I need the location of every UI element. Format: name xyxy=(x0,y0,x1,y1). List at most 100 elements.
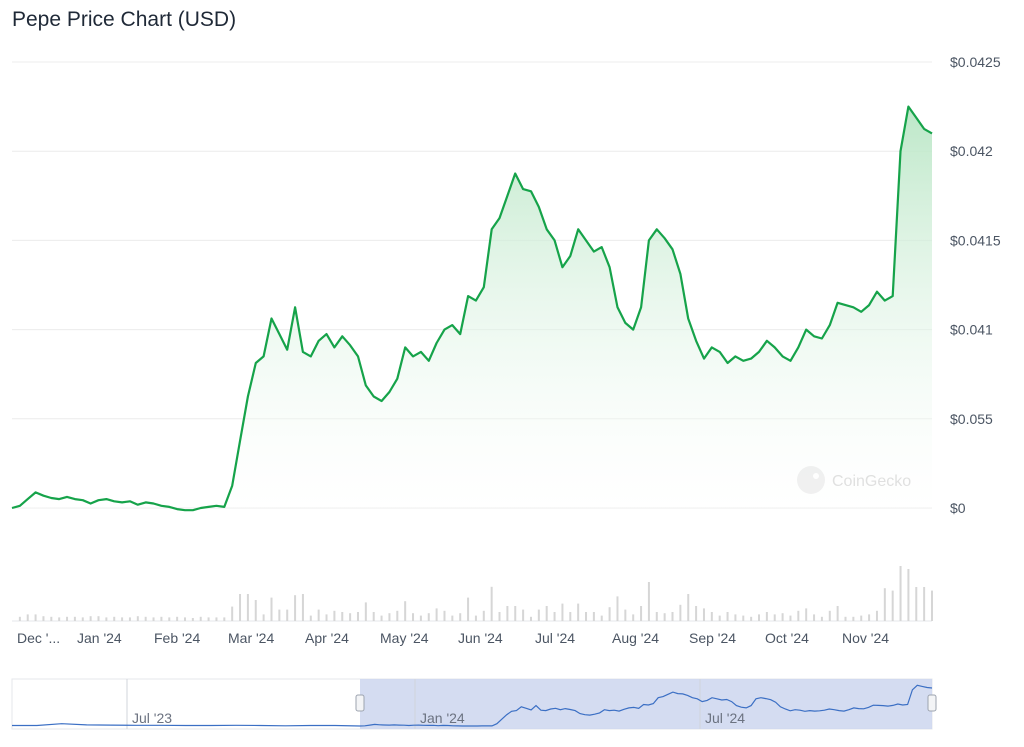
volume-bar xyxy=(388,613,391,621)
volume-bar xyxy=(773,614,776,621)
price-line[interactable] xyxy=(11,105,933,512)
volume-bar xyxy=(726,612,729,621)
volume-bar xyxy=(482,610,485,621)
volume-bar xyxy=(875,610,878,621)
y-tick-label: $0.042 xyxy=(950,143,993,159)
volume-bar xyxy=(844,616,847,621)
volume-bar xyxy=(750,616,753,621)
volume-bar xyxy=(356,612,359,621)
volume-bar xyxy=(254,600,257,621)
volume-bar xyxy=(419,615,422,621)
x-tick-label: Sep '24 xyxy=(689,630,736,646)
volume-bar xyxy=(451,615,454,621)
volume-bar xyxy=(671,612,674,621)
volume-bar xyxy=(498,612,501,621)
volume-bar xyxy=(341,612,344,621)
volume-bar xyxy=(522,609,525,621)
volume-bar xyxy=(105,617,108,621)
volume-bar xyxy=(585,612,588,621)
volume-bar xyxy=(868,614,871,621)
volume-bar xyxy=(537,609,540,621)
x-axis-labels: Dec '... Jan '24 Feb '24 Mar '24 Apr '24 May … xyxy=(17,630,889,646)
volume-bar xyxy=(168,617,171,621)
volume-bar xyxy=(632,614,635,621)
volume-bar xyxy=(758,614,761,621)
volume-bar xyxy=(404,601,407,621)
y-tick-label: $0 xyxy=(950,500,966,516)
volume-bar xyxy=(742,615,745,621)
navigator-labels: Jul '23 Jan '24 Jul '24 xyxy=(132,710,745,726)
x-tick-label: Jul '24 xyxy=(535,630,575,646)
navigator[interactable]: Jul '23 Jan '24 Jul '24 xyxy=(11,678,937,730)
volume-bar xyxy=(687,594,690,621)
volume-bar xyxy=(278,609,281,621)
x-tick-label: Feb '24 xyxy=(154,630,200,646)
volume-bar xyxy=(183,617,186,621)
volume-bar xyxy=(427,613,430,621)
navigator-right-handle[interactable] xyxy=(927,694,937,712)
x-tick-label: Aug '24 xyxy=(612,630,659,646)
volume-bar xyxy=(128,617,131,621)
volume-bar xyxy=(569,612,572,621)
x-tick-label: Dec '... xyxy=(17,630,60,646)
y-tick-label: $0.0415 xyxy=(950,232,1001,248)
x-tick-label: Mar '24 xyxy=(228,630,274,646)
volume-bar xyxy=(813,614,816,621)
volume-bar xyxy=(679,604,682,621)
volume-bar xyxy=(231,606,234,621)
volume-bar xyxy=(239,594,242,621)
volume-bar xyxy=(561,603,564,621)
volume-bar xyxy=(246,594,249,621)
volume-bar xyxy=(608,607,611,621)
volume-bar xyxy=(215,617,218,621)
volume-bar xyxy=(797,610,800,621)
navigator-line xyxy=(12,684,933,727)
volume-bar xyxy=(176,616,179,621)
y-tick-label: $0.041 xyxy=(950,322,993,338)
volume-bar xyxy=(718,615,721,621)
volume-bar xyxy=(372,612,375,621)
x-tick-label: Apr '24 xyxy=(305,630,349,646)
volume-bar xyxy=(286,609,289,621)
volume-bar xyxy=(647,582,650,621)
navigator-tick-label: Jan '24 xyxy=(420,710,465,726)
volume-bar xyxy=(490,586,493,621)
volume-bar xyxy=(144,616,147,621)
volume-bar xyxy=(73,616,76,621)
volume-bar xyxy=(836,606,839,621)
y-tick-label: $0.055 xyxy=(950,411,993,427)
volume-bar xyxy=(820,616,823,621)
navigator-grid xyxy=(126,679,701,729)
volume-bar xyxy=(380,615,383,621)
volume-bar xyxy=(514,606,517,621)
volume-bars xyxy=(18,566,933,621)
coingecko-logo-icon xyxy=(797,466,825,494)
volume-bar xyxy=(294,595,297,621)
x-tick-label: Jan '24 xyxy=(77,630,122,646)
volume-bar xyxy=(765,612,768,621)
volume-bar xyxy=(789,615,792,621)
volume-bar xyxy=(931,590,933,621)
volume-bar xyxy=(309,615,312,621)
volume-bar xyxy=(860,615,863,621)
navigator-selection[interactable] xyxy=(360,679,932,729)
volume-bar xyxy=(270,597,273,621)
volume-bar xyxy=(805,608,808,621)
volume-bar xyxy=(899,566,902,621)
volume-bar xyxy=(121,617,124,621)
watermark-text: CoinGecko xyxy=(832,473,911,490)
volume-bar xyxy=(577,603,580,621)
volume-bar xyxy=(506,606,509,621)
y-axis-labels: $0 $0.055 $0.041 $0.0415 $0.042 $0.0425 xyxy=(950,54,1001,516)
navigator-left-handle[interactable] xyxy=(355,694,365,712)
volume-bar xyxy=(58,617,61,621)
x-tick-label: Oct '24 xyxy=(765,630,809,646)
volume-bar xyxy=(50,616,53,621)
volume-bar xyxy=(891,590,894,621)
volume-bar xyxy=(545,606,548,621)
volume-bar xyxy=(152,617,155,621)
volume-bar xyxy=(616,596,619,621)
volume-bar xyxy=(883,588,886,621)
coingecko-logo-eye xyxy=(813,473,819,479)
